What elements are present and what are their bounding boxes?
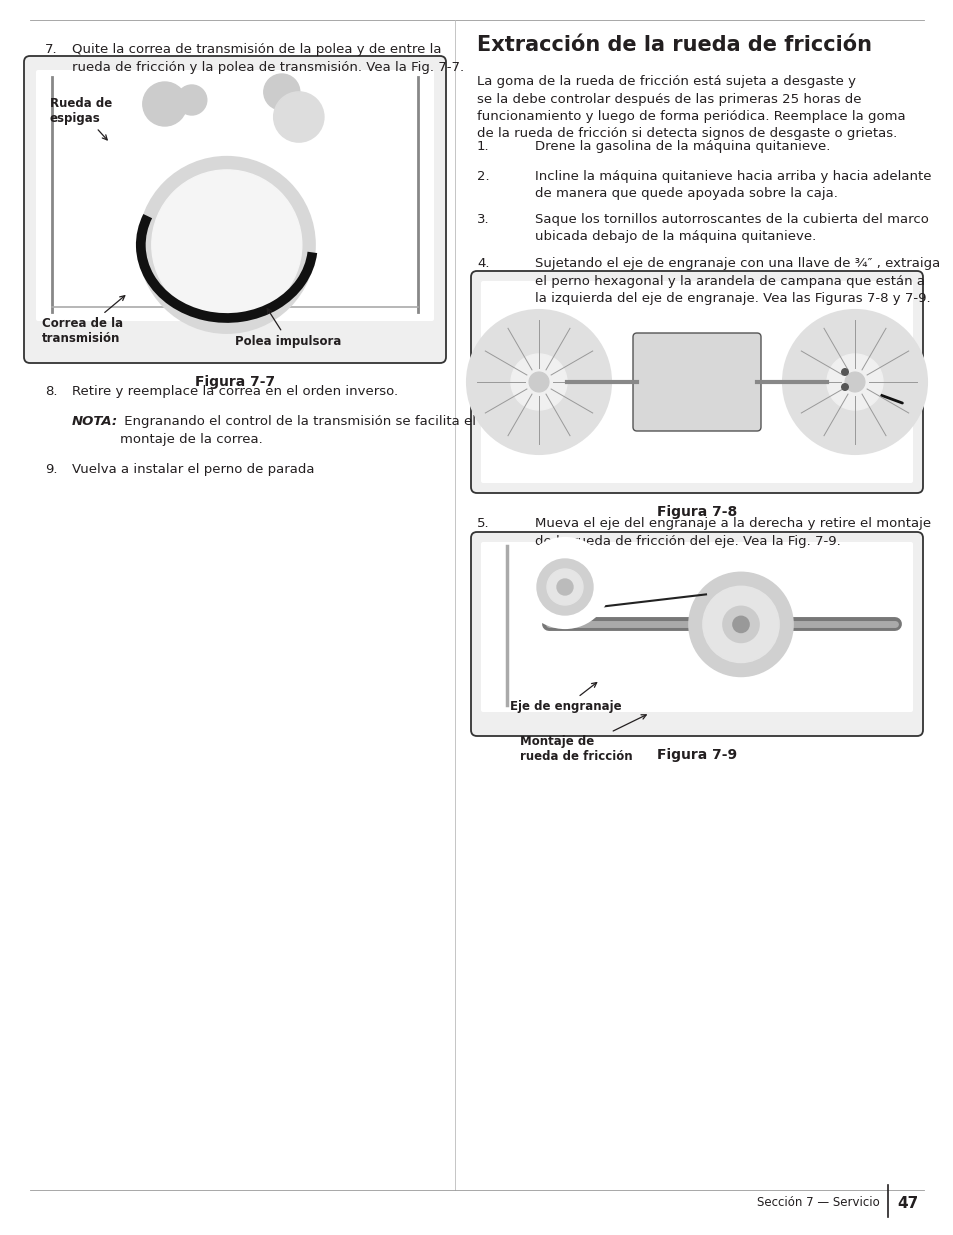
Text: Sujetando el eje de engranaje con una llave de ¾″ , extraiga
el perno hexagonal : Sujetando el eje de engranaje con una ll… <box>535 257 940 305</box>
Circle shape <box>529 372 548 391</box>
Text: Quite la correa de transmisión de la polea y de entre la
rueda de fricción y la : Quite la correa de transmisión de la pol… <box>71 43 464 74</box>
Circle shape <box>688 572 792 677</box>
FancyBboxPatch shape <box>471 270 923 493</box>
Circle shape <box>844 372 864 391</box>
Circle shape <box>520 538 608 627</box>
FancyBboxPatch shape <box>480 542 912 713</box>
Text: Extracción de la rueda de fricción: Extracción de la rueda de fricción <box>476 35 871 56</box>
Circle shape <box>782 310 926 454</box>
Text: 8.: 8. <box>45 385 57 398</box>
Circle shape <box>467 310 610 454</box>
Circle shape <box>841 383 848 391</box>
Circle shape <box>732 616 748 632</box>
Text: 5.: 5. <box>476 517 489 530</box>
Text: 4.: 4. <box>476 257 489 270</box>
FancyBboxPatch shape <box>480 282 912 483</box>
Text: Correa de la
transmisión: Correa de la transmisión <box>42 295 125 345</box>
Text: 1.: 1. <box>476 140 489 153</box>
Text: 7.: 7. <box>45 43 57 56</box>
Text: Polea impulsora: Polea impulsora <box>234 309 341 348</box>
Circle shape <box>176 85 207 115</box>
Circle shape <box>722 606 759 642</box>
Circle shape <box>152 170 301 320</box>
Text: 3.: 3. <box>476 212 489 226</box>
Circle shape <box>143 82 187 126</box>
Text: Montaje de
rueda de fricción: Montaje de rueda de fricción <box>519 715 645 763</box>
Text: NOTA:: NOTA: <box>71 415 118 429</box>
Text: Engranando el control de la transmisión se facilita el
montaje de la correa.: Engranando el control de la transmisión … <box>120 415 476 446</box>
Text: Figura 7-8: Figura 7-8 <box>657 505 737 519</box>
Circle shape <box>264 74 299 110</box>
Text: 47: 47 <box>897 1195 918 1210</box>
Text: Saque los tornillos autorroscantes de la cubierta del marco
ubicada debajo de la: Saque los tornillos autorroscantes de la… <box>535 212 928 243</box>
Text: Figura 7-9: Figura 7-9 <box>657 748 737 762</box>
Circle shape <box>511 354 566 410</box>
Text: Eje de engranaje: Eje de engranaje <box>510 683 621 713</box>
Circle shape <box>841 368 848 375</box>
FancyBboxPatch shape <box>24 56 446 363</box>
FancyBboxPatch shape <box>471 532 923 736</box>
Circle shape <box>138 157 314 333</box>
Circle shape <box>826 354 882 410</box>
Text: Rueda de
espigas: Rueda de espigas <box>50 98 112 140</box>
Circle shape <box>557 579 573 595</box>
Text: Retire y reemplace la correa en el orden inverso.: Retire y reemplace la correa en el orden… <box>71 385 397 398</box>
Circle shape <box>537 559 593 615</box>
Text: 2.: 2. <box>476 170 489 183</box>
Text: Sección 7 — Servicio: Sección 7 — Servicio <box>757 1197 879 1209</box>
FancyBboxPatch shape <box>633 333 760 431</box>
Text: La goma de la rueda de fricción está sujeta a desgaste y
se la debe controlar de: La goma de la rueda de fricción está suj… <box>476 75 904 141</box>
FancyBboxPatch shape <box>36 70 434 321</box>
Circle shape <box>702 587 779 662</box>
Circle shape <box>524 543 604 622</box>
Text: 9.: 9. <box>45 463 57 475</box>
Circle shape <box>274 91 323 142</box>
Text: Mueva el eje del engranaje a la derecha y retire el montaje
de la rueda de fricc: Mueva el eje del engranaje a la derecha … <box>535 517 930 547</box>
Text: Drene la gasolina de la máquina quitanieve.: Drene la gasolina de la máquina quitanie… <box>535 140 829 153</box>
Text: Incline la máquina quitanieve hacia arriba y hacia adelante
de manera que quede : Incline la máquina quitanieve hacia arri… <box>535 170 930 200</box>
Text: Figura 7-7: Figura 7-7 <box>194 375 274 389</box>
Text: Vuelva a instalar el perno de parada: Vuelva a instalar el perno de parada <box>71 463 314 475</box>
Circle shape <box>546 569 582 605</box>
